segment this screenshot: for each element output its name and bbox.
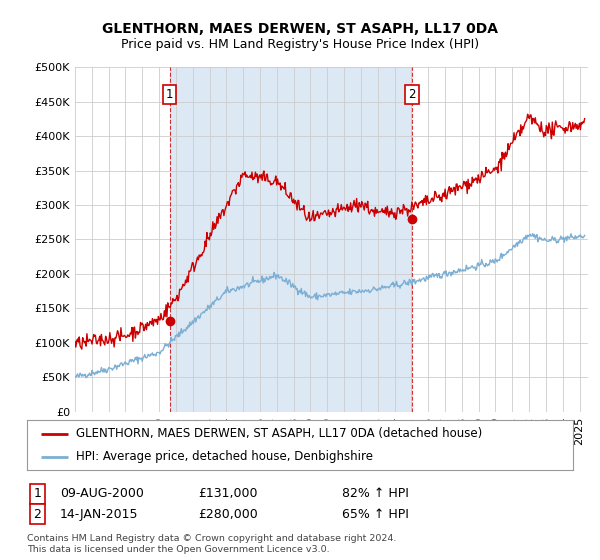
Text: £131,000: £131,000 — [198, 487, 257, 501]
Text: £280,000: £280,000 — [198, 507, 258, 521]
Text: 2: 2 — [33, 507, 41, 521]
Text: 65% ↑ HPI: 65% ↑ HPI — [342, 507, 409, 521]
Text: HPI: Average price, detached house, Denbighshire: HPI: Average price, detached house, Denb… — [76, 450, 373, 463]
Text: Contains HM Land Registry data © Crown copyright and database right 2024.
This d: Contains HM Land Registry data © Crown c… — [27, 534, 397, 554]
Text: 14-JAN-2015: 14-JAN-2015 — [60, 507, 139, 521]
Text: Price paid vs. HM Land Registry's House Price Index (HPI): Price paid vs. HM Land Registry's House … — [121, 38, 479, 50]
Text: 1: 1 — [33, 487, 41, 501]
Bar — [170, 67, 412, 412]
Text: 1: 1 — [166, 88, 173, 101]
Text: GLENTHORN, MAES DERWEN, ST ASAPH, LL17 0DA: GLENTHORN, MAES DERWEN, ST ASAPH, LL17 0… — [102, 22, 498, 36]
Text: 82% ↑ HPI: 82% ↑ HPI — [342, 487, 409, 501]
Text: 2: 2 — [409, 88, 416, 101]
Text: GLENTHORN, MAES DERWEN, ST ASAPH, LL17 0DA (detached house): GLENTHORN, MAES DERWEN, ST ASAPH, LL17 0… — [76, 427, 482, 440]
Text: 09-AUG-2000: 09-AUG-2000 — [60, 487, 144, 501]
